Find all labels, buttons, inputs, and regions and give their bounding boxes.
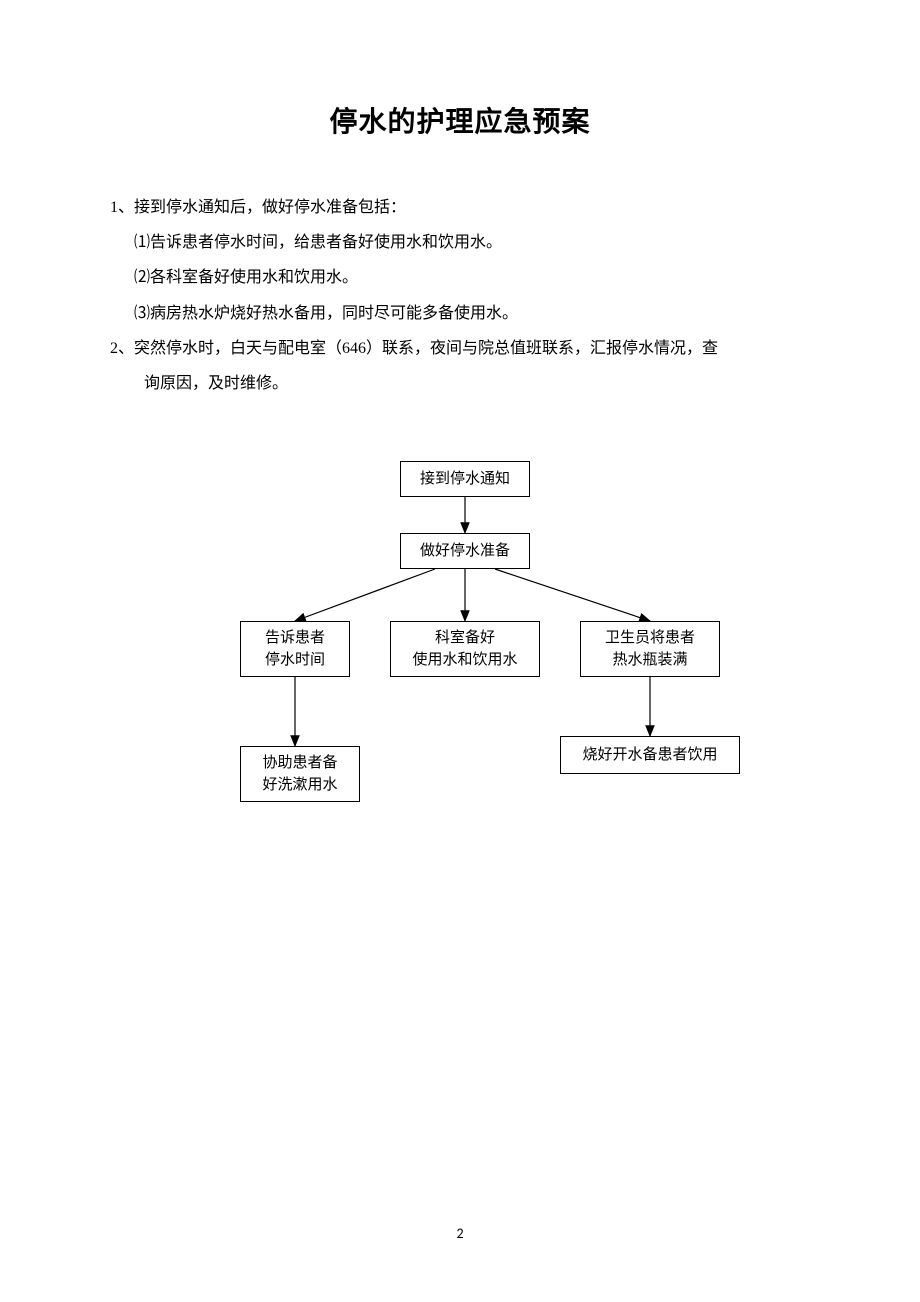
sub-item: ⑵各科室备好使用水和饮用水。 [110,260,810,295]
list-continuation: 询原因，及时维修。 [110,366,810,401]
sub-item: ⑶病房热水炉烧好热水备用，同时尽可能多备使用水。 [110,296,810,331]
body-text: 1、 接到停水通知后，做好停水准备包括： ⑴告诉患者停水时间，给患者备好使用水和… [110,190,810,401]
list-number: 1、 [110,190,134,225]
flow-node: 协助患者备 好洗漱用水 [240,746,360,802]
document-title: 停水的护理应急预案 [110,100,810,140]
list-item-2: 2、 突然停水时，白天与配电室（646）联系，夜间与院总值班联系，汇报停水情况，… [110,331,810,366]
flow-node: 卫生员将患者 热水瓶装满 [580,621,720,677]
page-number: 2 [0,1225,920,1242]
flow-node: 告诉患者 停水时间 [240,621,350,677]
flow-node: 接到停水通知 [400,461,530,497]
flowchart: 接到停水通知做好停水准备告诉患者 停水时间科室备好 使用水和饮用水卫生员将患者 … [110,461,810,861]
flow-node: 做好停水准备 [400,533,530,569]
sub-item: ⑴告诉患者停水时间，给患者备好使用水和饮用水。 [110,225,810,260]
list-lead: 突然停水时，白天与配电室（646）联系，夜间与院总值班联系，汇报停水情况，查 [134,331,810,366]
flow-node: 科室备好 使用水和饮用水 [390,621,540,677]
flow-node: 烧好开水备患者饮用 [560,736,740,774]
list-lead: 接到停水通知后，做好停水准备包括： [134,190,810,225]
list-number: 2、 [110,331,134,366]
list-item-1: 1、 接到停水通知后，做好停水准备包括： [110,190,810,225]
document-page: 停水的护理应急预案 1、 接到停水通知后，做好停水准备包括： ⑴告诉患者停水时间… [0,0,920,861]
